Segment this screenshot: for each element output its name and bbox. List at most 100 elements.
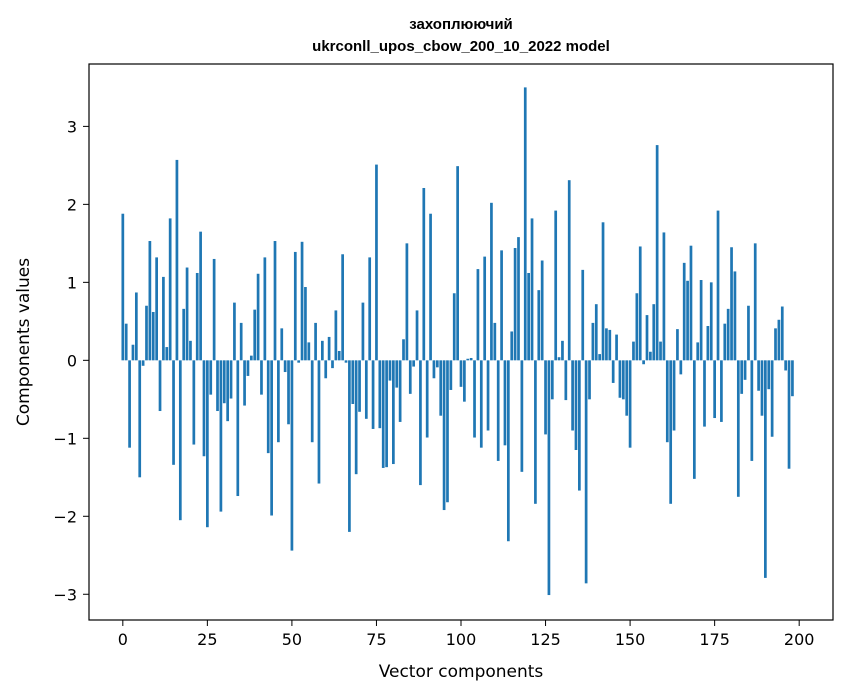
y-tick-label: −1	[53, 429, 77, 448]
chart-subtitle: ukrconll_upos_cbow_200_10_2022 model	[312, 38, 610, 55]
bar	[446, 360, 449, 503]
bar	[550, 360, 554, 400]
bar	[199, 231, 202, 361]
bar	[432, 360, 436, 379]
bar	[222, 360, 226, 404]
bar	[348, 360, 351, 532]
bar	[141, 360, 145, 366]
x-axis-label: Vector components	[379, 662, 544, 682]
bar	[716, 210, 720, 361]
bar	[277, 360, 280, 443]
bar	[324, 360, 328, 379]
bar	[645, 315, 649, 361]
bar	[233, 302, 236, 361]
bar	[331, 360, 334, 369]
bar	[537, 290, 541, 361]
bar	[517, 237, 520, 361]
bar	[672, 360, 676, 431]
y-tick-label: 0	[67, 351, 77, 370]
x-tick-label: 25	[197, 630, 217, 649]
bar	[341, 254, 344, 361]
x-tick-label: 200	[784, 630, 815, 649]
bar	[466, 358, 470, 361]
bar	[571, 360, 574, 431]
bar	[608, 329, 612, 361]
bar	[266, 360, 270, 454]
bar	[320, 340, 324, 361]
x-tick-label: 0	[118, 630, 128, 649]
bar	[774, 328, 777, 361]
bar	[253, 309, 257, 361]
bar	[439, 360, 443, 416]
bar	[280, 328, 284, 361]
x-tick-label: 150	[615, 630, 646, 649]
bar	[669, 360, 673, 504]
bar	[459, 360, 463, 387]
bar	[327, 336, 331, 361]
bar	[581, 269, 585, 361]
bar	[297, 360, 301, 363]
bar	[134, 292, 138, 361]
bar	[496, 360, 500, 461]
bar	[371, 360, 375, 429]
bar	[479, 360, 483, 448]
bar	[780, 306, 784, 361]
bar	[601, 222, 605, 361]
bar	[408, 360, 412, 394]
bar	[442, 360, 446, 511]
bar	[314, 322, 317, 361]
y-axis-label: Components values	[14, 258, 34, 426]
bar	[753, 243, 757, 361]
bar	[544, 360, 547, 435]
bar	[530, 218, 534, 361]
bar	[676, 329, 679, 361]
bar	[260, 360, 263, 395]
bar	[246, 360, 250, 376]
bar	[547, 360, 551, 596]
bar	[611, 360, 615, 383]
bar	[121, 213, 125, 361]
bar	[236, 360, 240, 497]
bar	[703, 360, 706, 427]
bar	[621, 360, 625, 400]
bar	[699, 280, 703, 361]
bar	[415, 310, 419, 361]
bar	[750, 360, 754, 461]
bar	[364, 360, 368, 419]
bar	[689, 245, 693, 361]
bar	[256, 273, 260, 361]
bar	[456, 166, 459, 361]
bar	[740, 360, 744, 394]
bar	[202, 360, 206, 457]
bar	[168, 218, 172, 361]
bar	[469, 357, 473, 361]
bar	[148, 241, 152, 361]
bar	[554, 210, 558, 361]
bar	[534, 360, 537, 504]
bar	[649, 351, 652, 361]
bar	[307, 342, 311, 361]
bar	[310, 360, 314, 443]
bars-group	[121, 87, 794, 596]
bar	[195, 272, 199, 361]
bar	[730, 247, 733, 361]
x-tick-label: 50	[282, 630, 302, 649]
bar	[652, 304, 656, 361]
bar	[605, 328, 608, 361]
bar	[473, 360, 476, 438]
bar	[770, 360, 774, 437]
bar	[290, 360, 294, 551]
y-tick-label: −3	[53, 585, 77, 604]
bar	[520, 360, 524, 472]
bar	[378, 360, 382, 429]
bar	[229, 360, 233, 399]
bar	[243, 360, 246, 406]
plot-frame	[88, 63, 834, 621]
bar	[219, 360, 223, 512]
bar	[287, 360, 290, 425]
bar	[578, 360, 581, 491]
bar	[402, 339, 405, 361]
bar	[791, 360, 794, 397]
bar	[500, 250, 503, 361]
bar	[483, 256, 487, 361]
